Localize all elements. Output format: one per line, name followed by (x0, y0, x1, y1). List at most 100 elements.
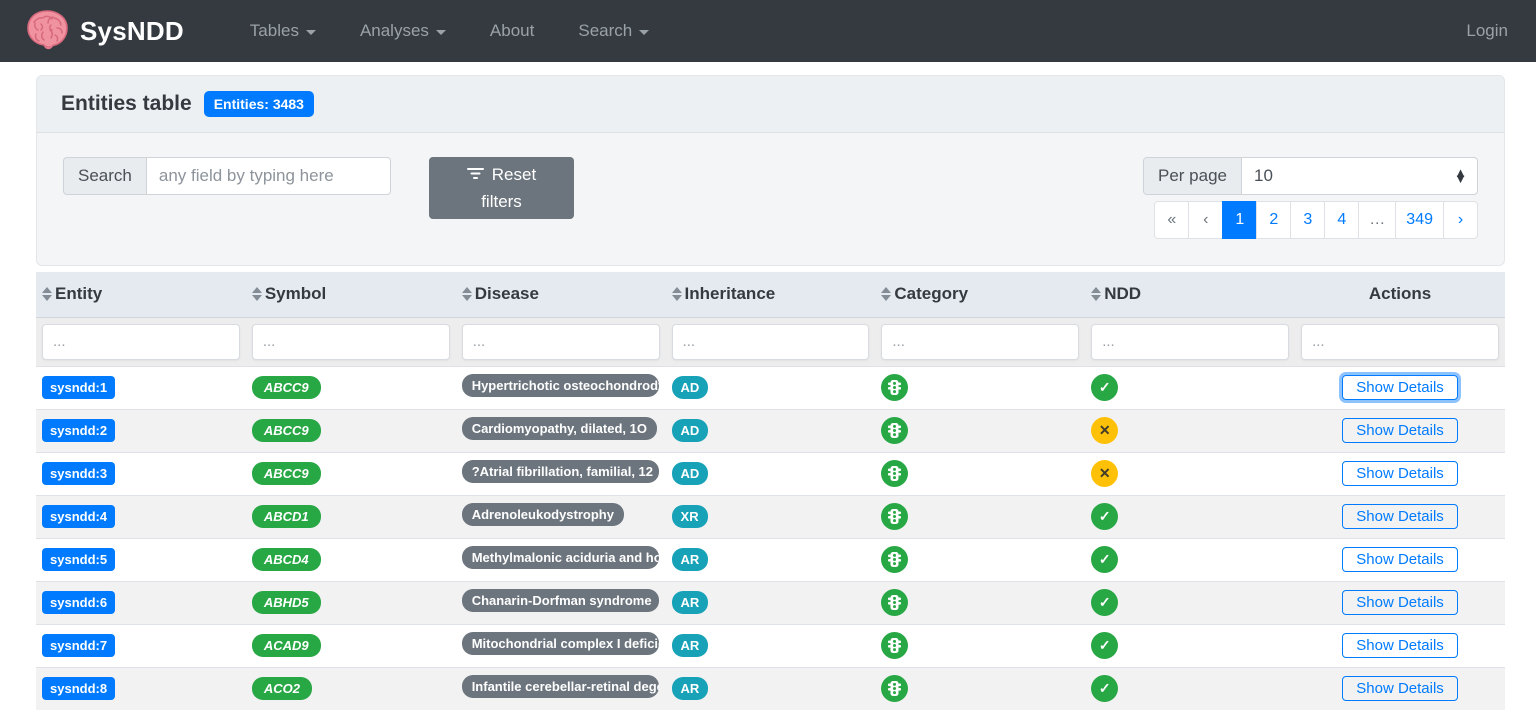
reset-filters-button[interactable]: Reset filters (429, 157, 574, 219)
filter-input-actions[interactable] (1301, 324, 1499, 360)
column-header-disease[interactable]: Disease (456, 272, 666, 317)
check-icon: ✓ (1091, 632, 1118, 659)
column-header-category[interactable]: Category (875, 272, 1085, 317)
card-body: Search Reset filters (37, 133, 1504, 265)
show-details-button[interactable]: Show Details (1342, 461, 1458, 486)
table-header-row: Entity Symbol Disease Inheritance Catego… (36, 272, 1505, 317)
table-row: sysndd:7 ACAD9 Mitochondrial complex I d… (36, 624, 1505, 667)
show-details-button[interactable]: Show Details (1342, 676, 1458, 701)
pagination-first[interactable]: « (1154, 201, 1189, 239)
filter-input-disease[interactable] (462, 324, 660, 360)
sort-arrows-icon (462, 287, 472, 301)
entity-badge[interactable]: sysndd:4 (42, 505, 115, 528)
show-details-button[interactable]: Show Details (1342, 418, 1458, 443)
nav-item-tables[interactable]: Tables (232, 13, 334, 49)
column-header-ndd[interactable]: NDD (1085, 272, 1295, 317)
filter-icon (467, 161, 484, 188)
chevron-down-icon (306, 30, 316, 35)
check-icon: ✓ (1091, 503, 1118, 530)
entities-card: Entities table Entities: 3483 Search (36, 75, 1505, 266)
show-details-button[interactable]: Show Details (1342, 504, 1458, 529)
nav-item-search[interactable]: Search (560, 13, 667, 49)
chevron-down-icon (436, 30, 446, 35)
entity-badge[interactable]: sysndd:6 (42, 591, 115, 614)
disease-badge: Cardiomyopathy, dilated, 1O (462, 417, 657, 440)
symbol-badge[interactable]: ABCD4 (252, 548, 321, 571)
column-header-inheritance[interactable]: Inheritance (666, 272, 876, 317)
symbol-badge[interactable]: ABCC9 (252, 419, 321, 442)
inheritance-badge: AR (672, 634, 709, 657)
nav-item-about[interactable]: About (472, 13, 552, 49)
sort-arrows-icon (42, 287, 52, 301)
disease-badge: Adrenoleukodystrophy (462, 503, 624, 526)
check-icon: ✓ (1091, 675, 1118, 702)
traffic-light-icon (881, 632, 908, 659)
table-row: sysndd:6 ABHD5 Chanarin-Dorfman syndrome… (36, 581, 1505, 624)
traffic-light-icon (881, 675, 908, 702)
pagination-page-3[interactable]: 3 (1290, 201, 1325, 239)
entity-badge[interactable]: sysndd:2 (42, 419, 115, 442)
pagination-page-349[interactable]: 349 (1395, 201, 1444, 239)
page-title: Entities table (61, 92, 192, 116)
disease-badge: Methylmalonic aciduria and homocystinuri… (462, 546, 659, 569)
filter-input-inheritance[interactable] (672, 324, 870, 360)
sort-arrows-icon (1091, 287, 1101, 301)
check-icon: ✓ (1091, 546, 1118, 573)
filter-input-symbol[interactable] (252, 324, 450, 360)
filter-input-category[interactable] (881, 324, 1079, 360)
brand-title[interactable]: SysNDD (80, 16, 184, 47)
up-down-arrows-icon: ▲▼ (1454, 170, 1465, 182)
traffic-light-icon (881, 546, 908, 573)
symbol-badge[interactable]: ABHD5 (252, 591, 321, 614)
traffic-light-icon (881, 417, 908, 444)
x-icon: ✕ (1091, 417, 1118, 444)
entity-badge[interactable]: sysndd:7 (42, 634, 115, 657)
sort-arrows-icon (881, 287, 891, 301)
column-header-entity[interactable]: Entity (36, 272, 246, 317)
disease-badge: ?Atrial fibrillation, familial, 12 (462, 460, 659, 483)
filter-input-entity[interactable] (42, 324, 240, 360)
pagination-next[interactable]: › (1443, 201, 1478, 239)
table-row: sysndd:5 ABCD4 Methylmalonic aciduria an… (36, 538, 1505, 581)
disease-badge: Infantile cerebellar-retinal degeneratio… (462, 675, 659, 698)
entities-count-badge: Entities: 3483 (204, 91, 314, 117)
brand-group[interactable]: SysNDD (24, 8, 184, 55)
entity-badge[interactable]: sysndd:3 (42, 462, 115, 485)
show-details-button[interactable]: Show Details (1342, 590, 1458, 615)
entity-badge[interactable]: sysndd:1 (42, 376, 115, 399)
symbol-badge[interactable]: ABCD1 (252, 505, 321, 528)
pagination-page-1[interactable]: 1 (1222, 201, 1257, 239)
symbol-badge[interactable]: ACAD9 (252, 634, 321, 657)
pagination-page-2[interactable]: 2 (1256, 201, 1291, 239)
traffic-light-icon (881, 503, 908, 530)
navbar: SysNDD Tables Analyses About Search Logi… (0, 0, 1536, 62)
card-header: Entities table Entities: 3483 (37, 76, 1504, 133)
inheritance-badge: AR (672, 677, 709, 700)
pagination-ellipsis: … (1358, 201, 1396, 239)
pagination-prev[interactable]: ‹ (1188, 201, 1223, 239)
show-details-button[interactable]: Show Details (1342, 547, 1458, 572)
per-page-group: Per page 10 ▲▼ (1143, 157, 1478, 195)
nav-links: Tables Analyses About Search (232, 13, 1463, 49)
pagination-page-4[interactable]: 4 (1324, 201, 1359, 239)
entity-badge[interactable]: sysndd:5 (42, 548, 115, 571)
filter-input-ndd[interactable] (1091, 324, 1289, 360)
show-details-button[interactable]: Show Details (1342, 633, 1458, 658)
search-group: Search (63, 157, 391, 195)
disease-badge: Mitochondrial complex I deficiency (462, 632, 659, 655)
entities-table: Entity Symbol Disease Inheritance Catego… (36, 272, 1505, 710)
traffic-light-icon (881, 589, 908, 616)
login-link[interactable]: Login (1462, 13, 1512, 49)
sort-arrows-icon (672, 287, 682, 301)
symbol-badge[interactable]: ABCC9 (252, 462, 321, 485)
table-row: sysndd:3 ABCC9 ?Atrial fibrillation, fam… (36, 452, 1505, 495)
search-input[interactable] (146, 157, 391, 195)
nav-item-analyses[interactable]: Analyses (342, 13, 464, 49)
symbol-badge[interactable]: ACO2 (252, 677, 312, 700)
per-page-select[interactable]: 10 ▲▼ (1242, 158, 1477, 194)
entity-badge[interactable]: sysndd:8 (42, 677, 115, 700)
show-details-button[interactable]: Show Details (1342, 375, 1458, 400)
table-row: sysndd:2 ABCC9 Cardiomyopathy, dilated, … (36, 409, 1505, 452)
column-header-symbol[interactable]: Symbol (246, 272, 456, 317)
symbol-badge[interactable]: ABCC9 (252, 376, 321, 399)
